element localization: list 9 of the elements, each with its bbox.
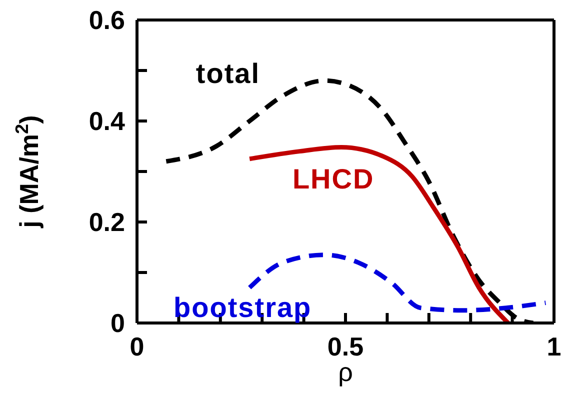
x-tick-label: 1: [546, 331, 562, 362]
y-tick-label: 0: [110, 308, 125, 338]
y-tick-label: 0.2: [88, 207, 125, 238]
series-label: total: [196, 58, 260, 90]
x-tick-label: 0: [130, 331, 144, 362]
y-tick-label: 0.6: [88, 5, 125, 36]
y-tick-label: 0.4: [88, 106, 126, 136]
series-label: bootstrap: [174, 292, 312, 324]
series-label: LHCD: [292, 164, 374, 195]
